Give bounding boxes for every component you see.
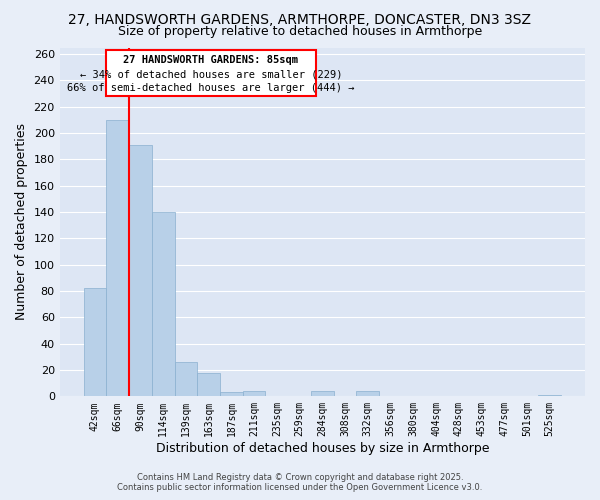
- Text: 27 HANDSWORTH GARDENS: 85sqm: 27 HANDSWORTH GARDENS: 85sqm: [124, 56, 298, 66]
- Bar: [175, 362, 197, 396]
- Bar: [243, 391, 265, 396]
- Bar: [356, 391, 379, 396]
- Y-axis label: Number of detached properties: Number of detached properties: [15, 124, 28, 320]
- Bar: [83, 288, 106, 397]
- Bar: [197, 372, 220, 396]
- Bar: [152, 212, 175, 396]
- Text: ← 34% of detached houses are smaller (229): ← 34% of detached houses are smaller (22…: [80, 69, 342, 79]
- Bar: [538, 395, 561, 396]
- Text: Contains HM Land Registry data © Crown copyright and database right 2025.
Contai: Contains HM Land Registry data © Crown c…: [118, 473, 482, 492]
- Bar: [106, 120, 129, 396]
- Text: 66% of semi-detached houses are larger (444) →: 66% of semi-detached houses are larger (…: [67, 83, 355, 93]
- Text: Size of property relative to detached houses in Armthorpe: Size of property relative to detached ho…: [118, 25, 482, 38]
- Text: 27, HANDSWORTH GARDENS, ARMTHORPE, DONCASTER, DN3 3SZ: 27, HANDSWORTH GARDENS, ARMTHORPE, DONCA…: [68, 12, 532, 26]
- Bar: [220, 392, 243, 396]
- X-axis label: Distribution of detached houses by size in Armthorpe: Distribution of detached houses by size …: [155, 442, 489, 455]
- Bar: [106, 50, 316, 96]
- Bar: [311, 391, 334, 396]
- Bar: [129, 145, 152, 397]
